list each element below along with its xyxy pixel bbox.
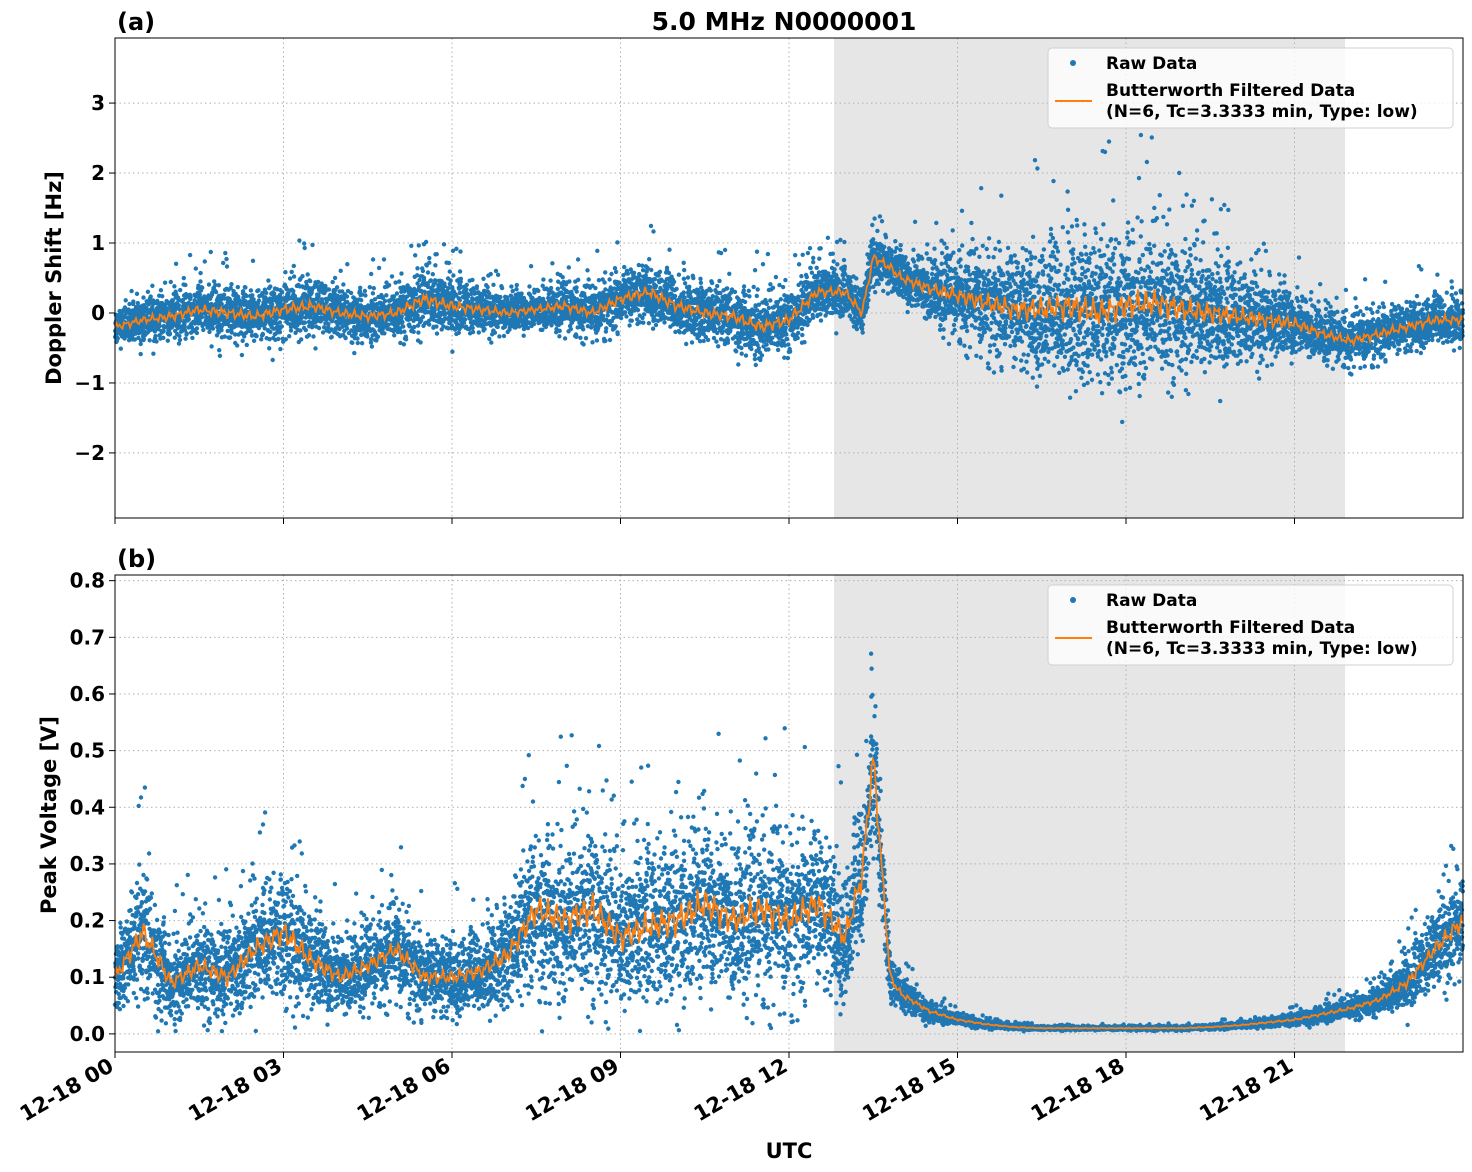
x-tick-label: 12-18 21 xyxy=(1195,1054,1297,1127)
y-tick-label: 0.4 xyxy=(70,795,105,819)
y-tick-label: 0.7 xyxy=(70,625,105,649)
x-tick-label: 12-18 09 xyxy=(521,1054,623,1127)
y-tick-label: 3 xyxy=(91,91,105,115)
legend-filtered-params-b: (N=6, Tc=3.3333 min, Type: low) xyxy=(1106,639,1418,659)
filtered-line-a xyxy=(114,253,1464,348)
y-axis-label-a: Doppler Shift [Hz] xyxy=(42,171,66,385)
y-axis-label-b: Peak Voltage [V] xyxy=(37,716,61,914)
x-tick-label: 12-18 00 xyxy=(16,1054,118,1127)
legend-filtered-label-a: Butterworth Filtered Data xyxy=(1106,81,1355,101)
panel-a: 3 2 1 0 −1 −2 (a) 5.0 MHz N0000001 Doppler Sh… xyxy=(42,7,1465,524)
y-tick-label: 0.8 xyxy=(70,569,105,593)
legend-filtered-label-b: Butterworth Filtered Data xyxy=(1106,618,1355,638)
x-ticks-b: 12-18 00 12-18 03 12-18 06 12-18 09 12-18 12… xyxy=(16,1052,1297,1126)
legend-raw-label-a: Raw Data xyxy=(1106,54,1197,74)
panel-b: 0.80.70.60.50.40.30.20.10.0 12-18 00 12-1… xyxy=(16,545,1465,1163)
legend-raw-marker-a xyxy=(1070,60,1076,66)
panel-label-a: (a) xyxy=(117,8,155,36)
y-tick-label: 0.6 xyxy=(70,682,105,706)
x-tick-label: 12-18 18 xyxy=(1027,1054,1129,1127)
raw-data-b xyxy=(112,651,1465,1034)
y-tick-label: 0 xyxy=(91,301,105,325)
y-tick-label: 0.3 xyxy=(70,852,105,876)
raw-data-a xyxy=(113,132,1465,425)
y-tick-label: 0.0 xyxy=(70,1022,105,1046)
x-ticks-a xyxy=(114,518,1295,524)
x-tick-label: 12-18 15 xyxy=(858,1054,960,1127)
x-axis-label: UTC xyxy=(766,1139,813,1163)
raw-data-points xyxy=(112,651,1465,1034)
y-tick-label: −2 xyxy=(74,441,105,465)
x-tick-label: 12-18 03 xyxy=(184,1054,286,1127)
raw-data-points xyxy=(113,132,1465,425)
y-ticks-a: 3 2 1 0 −1 −2 xyxy=(74,91,115,465)
y-tick-label: 0.1 xyxy=(70,965,105,989)
panel-label-b: (b) xyxy=(117,545,156,573)
y-tick-label: 0.5 xyxy=(70,739,105,763)
legend-raw-label-b: Raw Data xyxy=(1106,591,1197,611)
legend-a: Raw Data Butterworth Filtered Data (N=6,… xyxy=(1047,47,1454,129)
legend-box-b xyxy=(1047,584,1454,666)
legend-raw-marker-b xyxy=(1070,597,1076,603)
x-tick-label: 12-18 12 xyxy=(690,1054,792,1127)
legend-box-a xyxy=(1047,47,1454,129)
x-tick-label: 12-18 06 xyxy=(353,1054,455,1127)
legend-b: Raw Data Butterworth Filtered Data (N=6,… xyxy=(1047,584,1454,666)
chart-title: 5.0 MHz N0000001 xyxy=(652,7,917,36)
filtered-line-b xyxy=(114,755,1464,1030)
legend-filtered-params-a: (N=6, Tc=3.3333 min, Type: low) xyxy=(1106,102,1418,122)
y-tick-label: 2 xyxy=(91,161,105,185)
y-tick-label: 1 xyxy=(91,231,105,255)
y-tick-label: 0.2 xyxy=(70,909,105,933)
y-ticks-b: 0.8 0.7 0.6 0.5 0.4 0.3 0.2 0.1 0.0 xyxy=(70,569,115,1046)
y-tick-label: −1 xyxy=(74,371,105,395)
